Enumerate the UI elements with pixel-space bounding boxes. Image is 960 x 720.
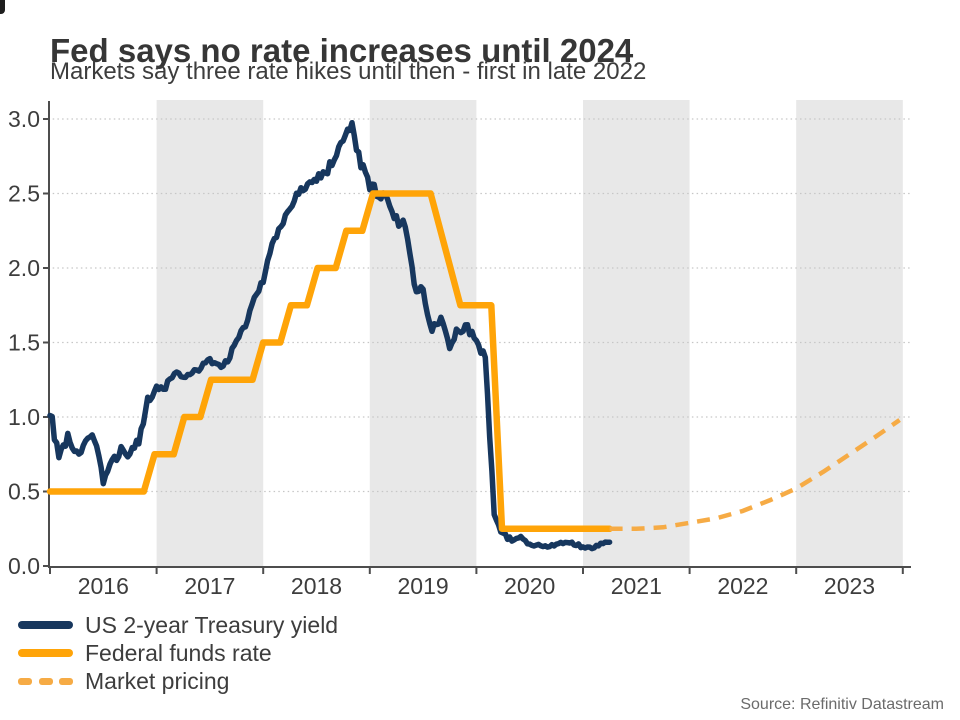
treasury-yield-line <box>47 119 613 552</box>
year-band-2023 <box>796 100 903 567</box>
fed-funds-line <box>46 190 613 533</box>
year-band-2017 <box>156 100 264 567</box>
y-tick-label: 1.0 <box>8 404 40 430</box>
chart-subtitle: Markets say three rate hikes until then … <box>50 58 647 85</box>
y-tick-label: 3.0 <box>8 106 40 132</box>
legend-item-treasury-yield: US 2-year Treasury yield <box>18 611 338 639</box>
window-corner-artifact <box>0 0 5 14</box>
x-tick-label: 2022 <box>717 573 768 599</box>
chart-title: Fed says no rate increases until 2024 <box>50 32 634 70</box>
x-tick-label: 2020 <box>504 573 555 599</box>
y-tick-label: 1.5 <box>8 330 40 356</box>
x-tick-label: 2021 <box>611 573 662 599</box>
legend-label: Market pricing <box>85 667 230 694</box>
market-pricing-dashed-swatch <box>18 677 73 685</box>
y-tick-label: 2.0 <box>8 255 40 281</box>
y-tick-label: 0.5 <box>8 479 40 505</box>
legend-label: US 2-year Treasury yield <box>85 611 339 638</box>
legend-item-market-pricing: Market pricing <box>18 667 338 695</box>
year-band-2021 <box>583 100 690 567</box>
x-tick-label: 2017 <box>184 573 235 599</box>
y-tick-label: 0.0 <box>8 553 40 579</box>
y-tick-label: 2.5 <box>8 181 40 207</box>
fed-funds-line-swatch <box>18 649 73 657</box>
legend-item-fed-funds: Federal funds rate <box>18 639 338 667</box>
market-pricing-line <box>609 418 901 532</box>
x-tick-label: 2019 <box>398 573 449 599</box>
x-tick-label: 2016 <box>78 573 129 599</box>
source-credit: Source: Refinitiv Datastream <box>740 696 944 713</box>
treasury-yield-line-swatch <box>18 621 73 629</box>
x-tick-label: 2018 <box>291 573 342 599</box>
legend-label: Federal funds rate <box>85 639 272 666</box>
chart-legend: US 2-year Treasury yield Federal funds r… <box>18 611 338 695</box>
x-tick-label: 2023 <box>824 573 875 599</box>
